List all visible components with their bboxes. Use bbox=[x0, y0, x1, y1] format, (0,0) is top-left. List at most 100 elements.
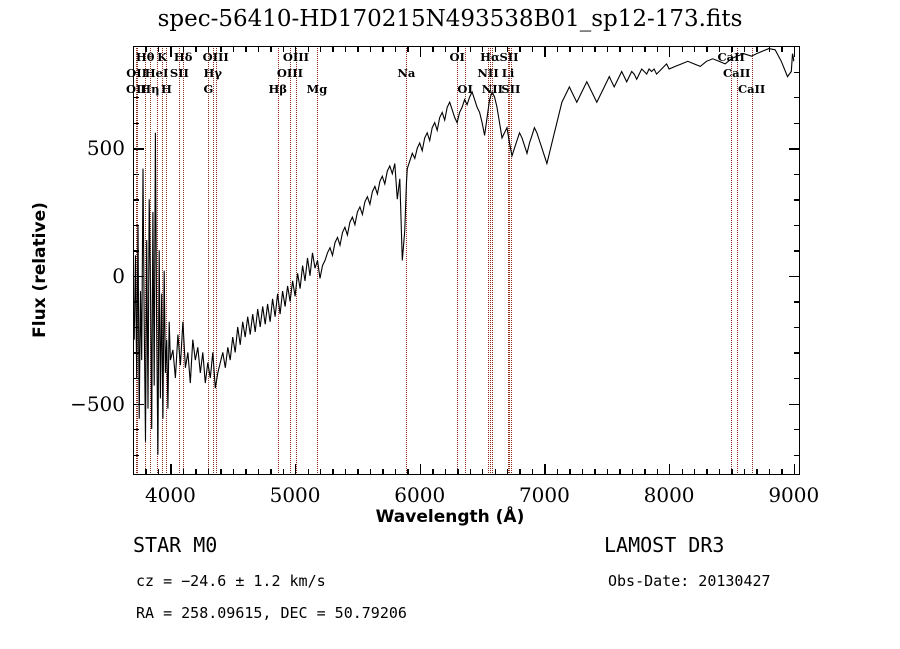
tick-mark bbox=[794, 173, 800, 176]
tick-mark bbox=[295, 46, 297, 57]
spectral-line-H bbox=[212, 46, 214, 475]
tick-mark bbox=[133, 352, 139, 354]
tick-mark bbox=[768, 46, 771, 52]
tick-mark bbox=[332, 46, 334, 52]
tick-mark bbox=[669, 464, 671, 475]
tick-mark bbox=[394, 469, 397, 475]
y-tick-label: 500 bbox=[86, 136, 125, 161]
tick-mark bbox=[794, 199, 800, 201]
tick-mark bbox=[357, 469, 359, 475]
tick-mark bbox=[494, 46, 496, 52]
line-label-H: Hα bbox=[480, 50, 500, 64]
line-label-OII: OII bbox=[126, 66, 147, 80]
tick-mark bbox=[245, 469, 247, 475]
line-label-K: K bbox=[157, 50, 168, 64]
tick-mark bbox=[145, 469, 147, 475]
spectral-line-OIII bbox=[215, 46, 217, 475]
tick-mark bbox=[544, 464, 546, 475]
tick-mark bbox=[444, 46, 447, 52]
tick-mark bbox=[794, 301, 800, 303]
line-label-HeI: HeI bbox=[144, 66, 169, 80]
tick-mark bbox=[681, 469, 683, 475]
tick-mark bbox=[344, 469, 347, 475]
tick-mark bbox=[220, 46, 222, 52]
tick-mark bbox=[631, 46, 634, 52]
spectral-line-CaII bbox=[736, 46, 738, 475]
spectral-line-SII bbox=[510, 46, 512, 475]
tick-mark bbox=[282, 469, 284, 475]
tick-mark bbox=[794, 429, 800, 431]
line-label-OIII: OIII bbox=[276, 66, 304, 80]
x-tick-label: 5000 bbox=[269, 483, 321, 507]
line-label-NII: NII bbox=[477, 66, 499, 80]
spectral-line-SII bbox=[179, 46, 181, 475]
tick-mark bbox=[133, 122, 139, 124]
line-label-SII: SII bbox=[501, 82, 521, 96]
tick-mark bbox=[694, 46, 696, 52]
tick-mark bbox=[731, 46, 733, 52]
coordinates: RA = 258.09615, DEC = 50.79206 bbox=[136, 604, 407, 622]
line-label-CaII: CaII bbox=[722, 66, 751, 80]
tick-mark bbox=[768, 469, 771, 475]
tick-mark bbox=[569, 46, 571, 52]
tick-mark bbox=[594, 46, 596, 52]
tick-mark bbox=[793, 46, 796, 57]
tick-mark bbox=[220, 469, 222, 475]
tick-mark bbox=[432, 46, 434, 52]
tick-mark bbox=[469, 46, 471, 52]
line-label-OIII: OIII bbox=[202, 50, 229, 64]
y-axis-label: Flux (relative) bbox=[30, 202, 50, 338]
line-label-H: Hθ bbox=[135, 50, 155, 64]
tick-mark bbox=[556, 46, 559, 52]
tick-mark bbox=[781, 469, 783, 475]
tick-mark bbox=[507, 469, 509, 475]
plot-area bbox=[133, 46, 800, 475]
tick-mark bbox=[544, 46, 546, 57]
tick-mark bbox=[756, 469, 758, 475]
x-axis-label: Wavelength (Å) bbox=[375, 507, 525, 527]
tick-mark bbox=[170, 46, 172, 57]
tick-mark bbox=[382, 469, 384, 475]
tick-mark bbox=[789, 403, 800, 405]
tick-mark bbox=[794, 352, 800, 354]
spectral-line-H bbox=[166, 46, 168, 475]
tick-mark bbox=[407, 469, 409, 475]
spectral-line-H bbox=[277, 46, 279, 475]
tick-mark bbox=[581, 469, 584, 475]
tick-mark bbox=[295, 464, 297, 475]
tick-mark bbox=[182, 46, 185, 52]
y-tick-label: −500 bbox=[70, 391, 125, 416]
spectral-line-Na bbox=[406, 46, 408, 475]
tick-mark bbox=[257, 469, 260, 475]
tick-mark bbox=[344, 46, 347, 52]
tick-mark bbox=[556, 469, 559, 475]
line-label-OI: OI bbox=[449, 50, 465, 64]
tick-mark bbox=[482, 469, 484, 475]
tick-mark bbox=[794, 224, 800, 227]
line-label-Li: Li bbox=[501, 66, 515, 80]
spectral-line-SII bbox=[509, 46, 510, 475]
tick-mark bbox=[133, 454, 139, 456]
x-tick-label: 8000 bbox=[643, 483, 695, 507]
tick-mark bbox=[207, 46, 210, 52]
line-label-Mg: Mg bbox=[306, 82, 328, 96]
line-label-SII: SII bbox=[499, 50, 519, 64]
line-label-SII: SII bbox=[169, 66, 189, 80]
tick-mark bbox=[457, 469, 459, 475]
tick-mark bbox=[794, 454, 800, 456]
tick-mark bbox=[731, 469, 733, 475]
tick-mark bbox=[794, 71, 800, 73]
tick-mark bbox=[195, 469, 197, 475]
spectral-line-OIII bbox=[289, 46, 291, 475]
x-tick-label: 6000 bbox=[394, 483, 446, 507]
tick-mark bbox=[133, 326, 139, 329]
tick-mark bbox=[157, 469, 160, 475]
tick-mark bbox=[794, 250, 800, 252]
tick-mark bbox=[382, 46, 384, 52]
spectrum-curve bbox=[133, 48, 795, 455]
tick-mark bbox=[619, 46, 621, 52]
tick-mark bbox=[781, 46, 783, 52]
tick-mark bbox=[133, 46, 139, 48]
tick-mark bbox=[407, 46, 409, 52]
x-tick-label: 7000 bbox=[518, 483, 570, 507]
